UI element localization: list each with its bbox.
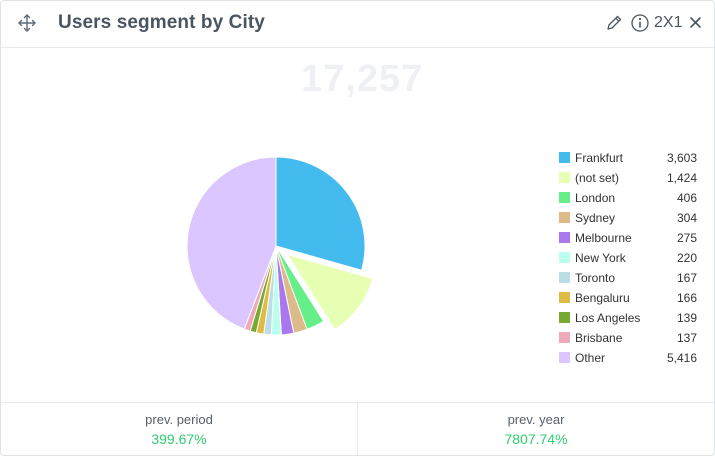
legend-swatch (559, 252, 570, 263)
prev-year-stat: prev. year 7807.74% (358, 403, 714, 455)
move-arrows-icon[interactable] (17, 13, 37, 33)
chart-legend: Frankfurt 3,603 (not set) 1,424 London 406 Syd… (559, 149, 699, 369)
total-users-value: 17,257 (301, 58, 424, 100)
legend-swatch (559, 212, 570, 223)
legend-label: Melbourne (575, 231, 632, 245)
legend-label: Frankfurt (575, 151, 624, 165)
prev-year-value: 7807.74% (504, 431, 568, 447)
legend-value: 5,416 (666, 351, 697, 365)
legend-label: London (575, 191, 616, 205)
prev-period-label: prev. period (145, 412, 213, 427)
comparison-footer: prev. period 399.67% prev. year 7807.74% (1, 402, 714, 455)
prev-year-label: prev. year (507, 412, 565, 427)
info-circle-icon[interactable] (630, 13, 650, 33)
legend-swatch (559, 352, 570, 363)
legend-swatch (559, 232, 570, 243)
pie-slice-not-set[interactable] (286, 253, 374, 331)
legend-value: 275 (676, 231, 697, 245)
close-icon[interactable] (688, 15, 703, 30)
legend-label: Brisbane (575, 331, 623, 345)
legend-value: 220 (676, 251, 697, 265)
legend-item-frankfurt[interactable]: Frankfurt 3,603 (559, 149, 699, 169)
legend-label: Sydney (575, 211, 616, 225)
legend-value: 139 (676, 311, 697, 325)
legend-swatch (559, 172, 570, 183)
legend-value: 137 (676, 331, 697, 345)
legend-value: 3,603 (666, 151, 697, 165)
legend-value: 406 (676, 191, 697, 205)
legend-label: (not set) (575, 171, 620, 185)
legend-swatch (559, 192, 570, 203)
legend-item-brisbane[interactable]: Brisbane 137 (559, 329, 699, 349)
widget-size-toggle[interactable]: 2X1 (654, 14, 683, 31)
legend-label: New York (575, 251, 626, 265)
legend-item-melbourne[interactable]: Melbourne 275 (559, 229, 699, 249)
legend-item-other[interactable]: Other 5,416 (559, 349, 699, 369)
legend-item-bengaluru[interactable]: Bengaluru 166 (559, 289, 699, 309)
legend-item-sydney[interactable]: Sydney 304 (559, 209, 699, 229)
legend-item-new-york[interactable]: New York 220 (559, 249, 699, 269)
prev-period-value: 399.67% (151, 431, 207, 447)
legend-swatch (559, 332, 570, 343)
pie-slice-frankfurt[interactable] (275, 156, 366, 271)
legend-swatch (559, 312, 570, 323)
pencil-icon[interactable] (605, 14, 623, 32)
widget-header: Users segment by City 2X1 (1, 1, 714, 48)
legend-value: 1,424 (666, 171, 697, 185)
pie-slice-other[interactable] (186, 156, 277, 330)
legend-item-los-angeles[interactable]: Los Angeles 139 (559, 309, 699, 329)
city-pie-chart (186, 156, 374, 336)
legend-item-toronto[interactable]: Toronto 167 (559, 269, 699, 289)
legend-label: Toronto (575, 271, 616, 285)
legend-item-not-set[interactable]: (not set) 1,424 (559, 169, 699, 189)
widget-title: Users segment by City (58, 12, 265, 33)
legend-value: 304 (676, 211, 697, 225)
prev-period-stat: prev. period 399.67% (1, 403, 358, 455)
legend-value: 166 (676, 291, 697, 305)
legend-label: Bengaluru (575, 291, 630, 305)
legend-label: Los Angeles (575, 311, 641, 325)
legend-item-london[interactable]: London 406 (559, 189, 699, 209)
legend-swatch (559, 272, 570, 283)
legend-swatch (559, 152, 570, 163)
legend-value: 167 (676, 271, 697, 285)
legend-swatch (559, 292, 570, 303)
legend-label: Other (575, 351, 606, 365)
